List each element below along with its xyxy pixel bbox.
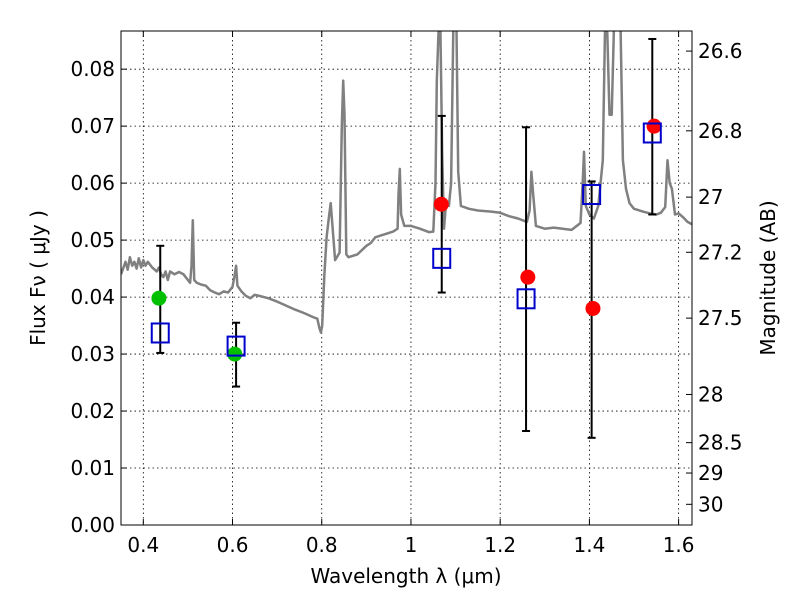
magnitude-tick-label: 26.6 bbox=[698, 39, 743, 63]
flux-point bbox=[520, 269, 536, 285]
y-tick-label: 0.03 bbox=[70, 342, 115, 366]
x-tick-label: 1.6 bbox=[663, 533, 695, 557]
y-tick-label: 0.08 bbox=[70, 57, 115, 81]
x-tick-label: 0.6 bbox=[217, 533, 249, 557]
x-tick-label: 1.2 bbox=[484, 533, 516, 557]
plot-area bbox=[121, 31, 692, 439]
spectrum-line bbox=[121, 31, 692, 334]
magnitude-tick-label: 28.5 bbox=[698, 431, 743, 455]
model-square bbox=[150, 322, 170, 344]
y-tick-label: 0.01 bbox=[70, 456, 115, 480]
model-square bbox=[516, 288, 536, 310]
magnitude-tick-label: 27 bbox=[698, 185, 723, 209]
y-axis-ticks: 0.00 0.01 0.02 0.03 0.04 0.05 0.06 0.07 0.08 bbox=[70, 57, 127, 537]
flux-point bbox=[585, 300, 601, 316]
x-tick-label: 0.4 bbox=[127, 533, 159, 557]
magnitude-axis-ticks: 26.6 26.8 27 27.2 27.5 28 28.5 29 30 bbox=[686, 39, 743, 516]
error-bars bbox=[156, 37, 657, 439]
model-square bbox=[226, 335, 246, 357]
magnitude-axis-label: Magnitude (AB) bbox=[756, 200, 780, 355]
plot-frame bbox=[120, 30, 693, 526]
magnitude-tick-label: 29 bbox=[698, 461, 723, 485]
magnitude-tick-label: 26.8 bbox=[698, 119, 743, 143]
model-square bbox=[432, 247, 452, 269]
model-spectrum bbox=[121, 31, 692, 334]
x-axis-ticks: 0.4 0.6 0.8 1 1.2 1.4 1.6 bbox=[127, 31, 695, 557]
grid-lines bbox=[121, 31, 692, 525]
photometry-markers bbox=[150, 118, 662, 362]
model-square bbox=[642, 122, 662, 144]
y-tick-label: 0.06 bbox=[70, 171, 115, 195]
y-axis-label: Flux Fν ( μJy ) bbox=[26, 210, 50, 346]
magnitude-tick-label: 27.5 bbox=[698, 306, 743, 330]
y-tick-label: 0.07 bbox=[70, 114, 115, 138]
model-square bbox=[582, 184, 602, 206]
magnitude-tick-label: 27.2 bbox=[698, 240, 743, 264]
flux-point bbox=[646, 118, 662, 134]
flux-point bbox=[151, 290, 167, 306]
y-tick-label: 0.02 bbox=[70, 399, 115, 423]
x-tick-label: 1.4 bbox=[573, 533, 605, 557]
magnitude-tick-label: 28 bbox=[698, 382, 723, 406]
y-tick-label: 0.00 bbox=[70, 513, 115, 537]
x-tick-label: 1 bbox=[405, 533, 418, 557]
x-tick-label: 0.8 bbox=[306, 533, 338, 557]
y-tick-label: 0.04 bbox=[70, 285, 115, 309]
flux-point bbox=[227, 346, 243, 362]
flux-point bbox=[433, 196, 449, 212]
magnitude-tick-label: 30 bbox=[698, 492, 723, 516]
x-axis-label: Wavelength λ (μm) bbox=[310, 564, 501, 588]
y-tick-label: 0.05 bbox=[70, 228, 115, 252]
